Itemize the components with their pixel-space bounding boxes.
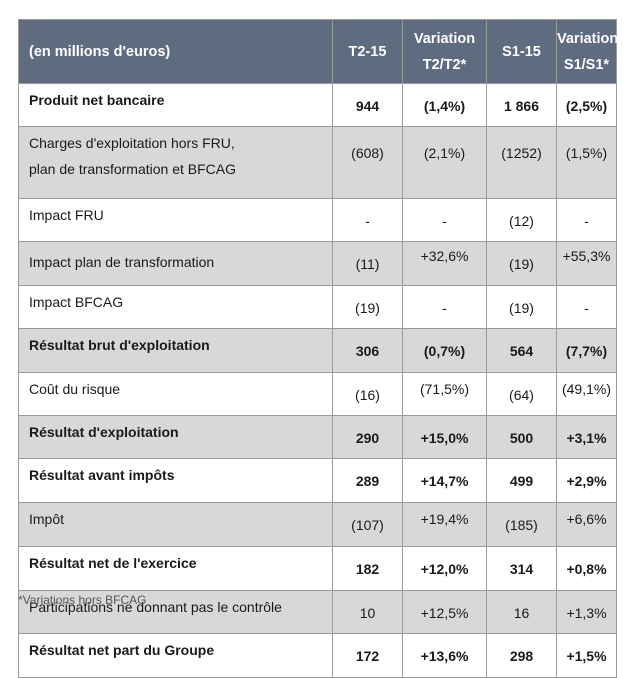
header-var-s1-line1: Variation [557,30,619,47]
header-var-t2-line2: T2/T2* [422,56,467,73]
row-s1: 298 [486,633,557,678]
row-var-s1: +1,3% [556,590,617,634]
row-var-s1: +55,3% [556,241,617,286]
row-var-t2: (1,4%) [402,83,487,127]
row-t2: (11) [332,241,403,286]
row-var-s1: +1,5% [556,633,617,678]
row-label: Impact BFCAG [18,285,333,329]
row-var-s1: (1,5%) [556,126,617,199]
row-label-line2: plan de transformation et BFCAG [29,161,236,177]
row-var-t2: (0,7%) [402,328,487,373]
table-row: Charges d'exploitation hors FRU, plan de… [18,126,617,199]
header-var-t2: Variation T2/T2* [402,19,487,84]
row-t2: - [332,198,403,242]
row-var-s1: (7,7%) [556,328,617,373]
row-s1: 314 [486,546,557,591]
row-var-t2: (2,1%) [402,126,487,199]
row-t2: (608) [332,126,403,199]
row-var-s1: - [556,285,617,329]
row-label: Produit net bancaire [18,83,333,127]
row-var-t2: - [402,198,487,242]
row-label: Résultat avant impôts [18,458,333,503]
header-label: (en millions d'euros) [18,19,333,84]
row-var-t2: +15,0% [402,415,487,459]
row-var-t2: +32,6% [402,241,487,286]
row-var-s1: (49,1%) [556,372,617,416]
table-row: Résultat avant impôts 289 +14,7% 499 +2,… [18,458,617,503]
row-var-t2: +19,4% [402,502,487,547]
row-label: Coût du risque [18,372,333,416]
row-t2: (107) [332,502,403,547]
row-label-line1: Charges d'exploitation hors FRU, [29,135,235,151]
row-label: Résultat net part du Groupe [18,633,333,678]
row-s1: 499 [486,458,557,503]
row-t2: 944 [332,83,403,127]
row-s1: (185) [486,502,557,547]
table-row: Résultat d'exploitation 290 +15,0% 500 +… [18,415,617,459]
header-var-t2-line1: Variation [413,30,476,47]
row-label: Résultat brut d'exploitation [18,328,333,373]
row-t2: 10 [332,590,403,634]
row-label: Impact FRU [18,198,333,242]
row-t2: 289 [332,458,403,503]
row-label: Charges d'exploitation hors FRU, plan de… [18,126,333,199]
header-row: (en millions d'euros) T2-15 Variation T2… [18,19,619,84]
results-table: (en millions d'euros) T2-15 Variation T2… [18,19,619,678]
row-var-t2: +12,0% [402,546,487,591]
row-s1: 16 [486,590,557,634]
row-t2: 306 [332,328,403,373]
row-label: Résultat net de l'exercice [18,546,333,591]
table-row: Résultat brut d'exploitation 306 (0,7%) … [18,328,617,373]
table-row: Coût du risque (16) (71,5%) (64) (49,1%) [18,372,617,416]
row-t2: (19) [332,285,403,329]
row-t2: 172 [332,633,403,678]
row-s1: (19) [486,285,557,329]
row-s1: (64) [486,372,557,416]
row-var-t2: +12,5% [402,590,487,634]
row-label: Résultat d'exploitation [18,415,333,459]
row-var-s1: +0,8% [556,546,617,591]
row-s1: 500 [486,415,557,459]
row-s1: (1252) [486,126,557,199]
row-var-t2: +13,6% [402,633,487,678]
table-row: Résultat net de l'exercice 182 +12,0% 31… [18,546,617,591]
row-s1: (19) [486,241,557,286]
row-var-s1: - [556,198,617,242]
table-row: Impôt (107) +19,4% (185) +6,6% [18,502,617,547]
header-var-s1: Variation S1/S1* [556,19,619,84]
header-s1: S1-15 [486,19,557,84]
table-row: Produit net bancaire 944 (1,4%) 1 866 (2… [18,83,617,127]
row-var-s1: +2,9% [556,458,617,503]
table-row: Impact plan de transformation (11) +32,6… [18,241,617,286]
row-t2: 290 [332,415,403,459]
row-var-t2: - [402,285,487,329]
row-var-s1: (2,5%) [556,83,617,127]
row-t2: (16) [332,372,403,416]
row-label: Impact plan de transformation [18,241,333,286]
row-s1: 1 866 [486,83,557,127]
row-var-s1: +3,1% [556,415,617,459]
row-var-s1: +6,6% [556,502,617,547]
header-t2: T2-15 [332,19,403,84]
row-label: Impôt [18,502,333,547]
row-var-t2: (71,5%) [402,372,487,416]
footnote: *Variations hors BFCAG [18,593,147,607]
row-var-t2: +14,7% [402,458,487,503]
table-row: Impact FRU - - (12) - [18,198,617,242]
row-s1: (12) [486,198,557,242]
table-row: Résultat net part du Groupe 172 +13,6% 2… [18,633,617,678]
row-t2: 182 [332,546,403,591]
header-var-s1-line2: S1/S1* [563,56,610,73]
table-row: Impact BFCAG (19) - (19) - [18,285,617,329]
row-s1: 564 [486,328,557,373]
